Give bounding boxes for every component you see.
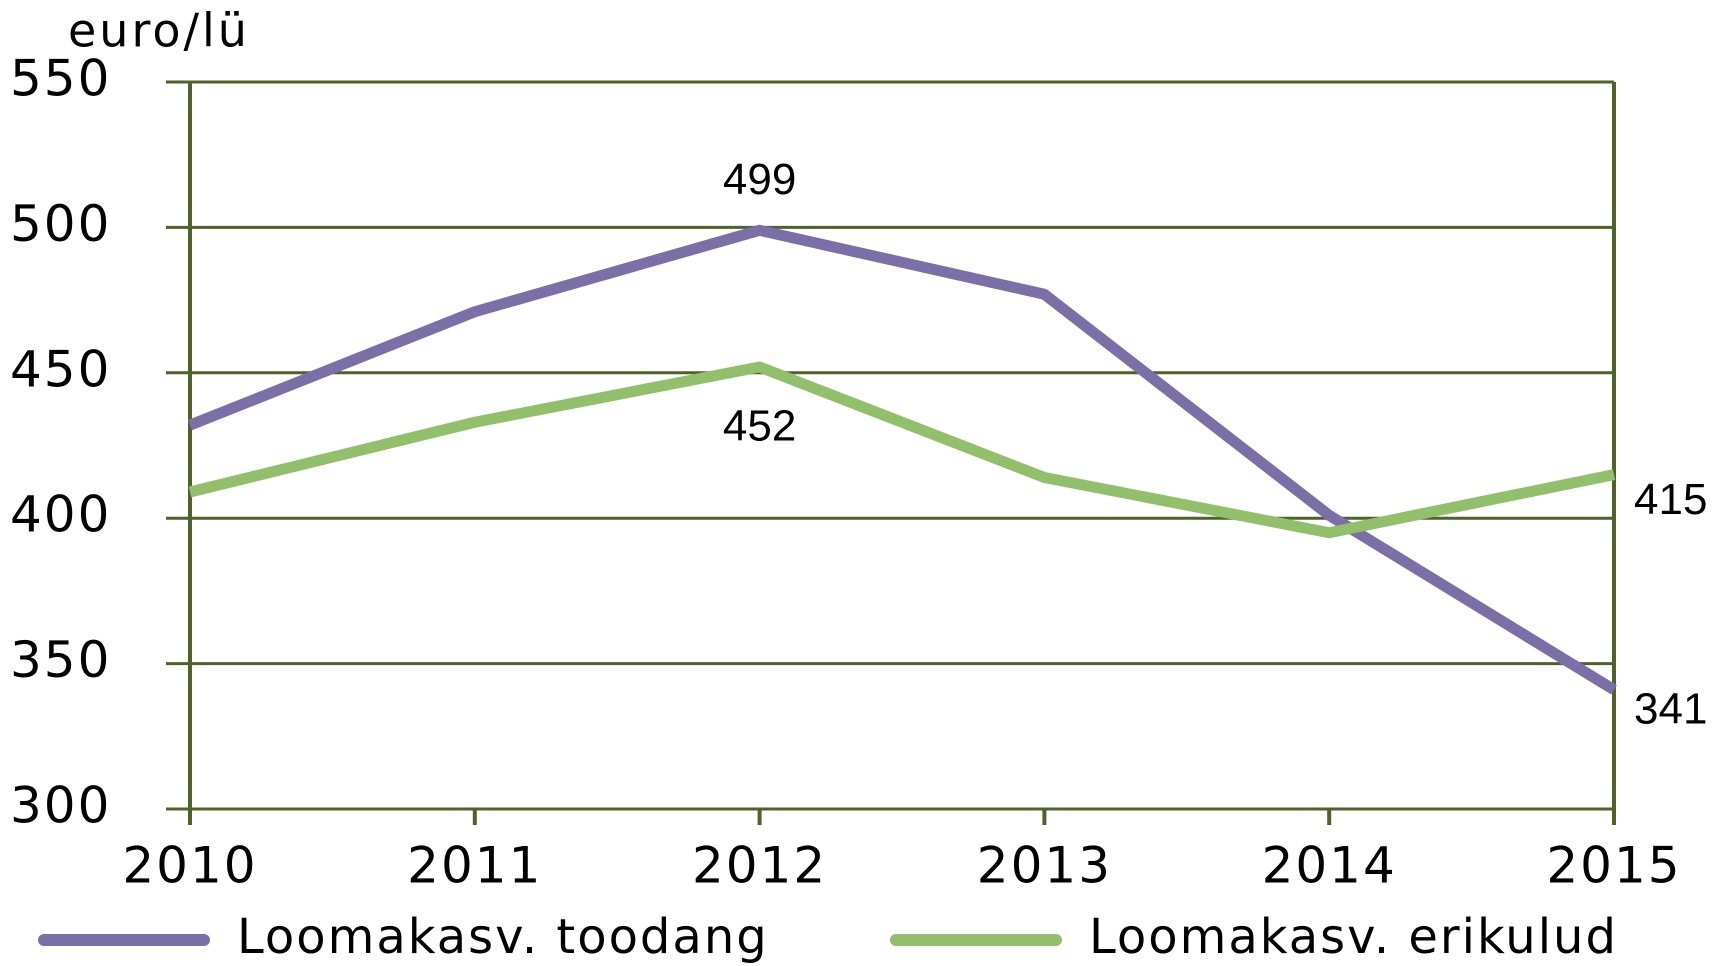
x-tick-label: 2010 <box>122 837 257 895</box>
y-tick-label: 450 <box>10 340 111 398</box>
y-tick-label: 300 <box>10 777 111 835</box>
y-tick-label: 500 <box>10 195 111 253</box>
x-tick-label: 2013 <box>977 837 1112 895</box>
x-tick-label: 2015 <box>1546 837 1681 895</box>
legend-label: Loomakasv. erikulud <box>1089 909 1618 965</box>
data-line <box>187 224 1617 695</box>
data-label: 499 <box>723 155 796 204</box>
data-label: 452 <box>723 402 796 451</box>
x-tick-label: 2014 <box>1262 837 1397 895</box>
data-label: 415 <box>1634 475 1707 524</box>
y-tick-label: 550 <box>10 50 111 108</box>
data-label: 341 <box>1634 684 1707 733</box>
y-tick-label: 350 <box>10 631 111 689</box>
legend-label: Loomakasv. toodang <box>237 909 769 965</box>
y-tick-label: 400 <box>10 486 111 544</box>
x-tick-label: 2012 <box>692 837 827 895</box>
y-axis-label: euro/lü <box>68 4 250 58</box>
data-line <box>188 361 1616 539</box>
x-tick-label: 2011 <box>407 837 542 895</box>
